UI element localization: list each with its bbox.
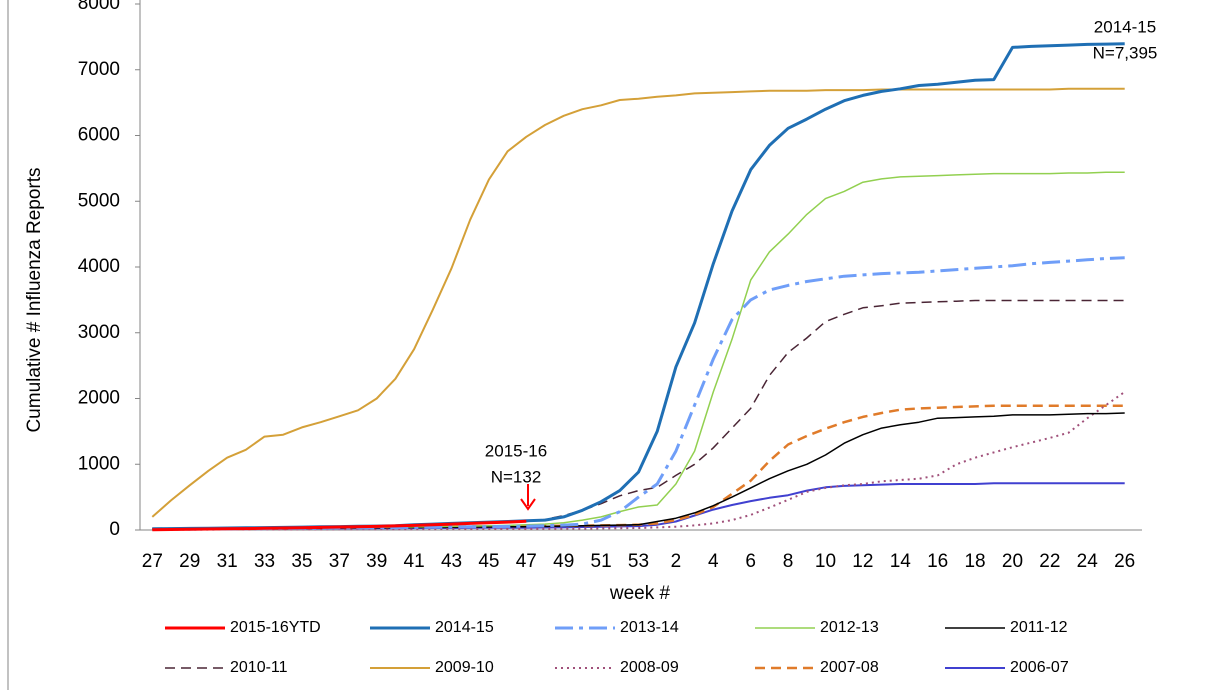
y-tick-label: 5000	[78, 190, 120, 211]
series-line	[152, 482, 1125, 530]
x-tick-label: 53	[628, 551, 649, 572]
x-tick-label: 20	[1002, 551, 1023, 572]
x-tick-label: 8	[783, 551, 794, 572]
x-tick-label: 16	[927, 551, 948, 572]
y-tick-label: 1000	[78, 453, 120, 474]
x-tick-label: 35	[291, 551, 312, 572]
y-tick-label: 4000	[78, 256, 120, 277]
series-line	[151, 87, 1125, 518]
x-tick-label: 31	[217, 551, 238, 572]
x-tick-label: 24	[1077, 551, 1099, 572]
x-tick-label: 51	[591, 551, 612, 572]
series-line	[152, 256, 1125, 531]
legend-label: 2013-14	[620, 619, 679, 636]
x-tick-label: 29	[179, 551, 200, 572]
x-tick-label: 27	[142, 551, 163, 572]
series-line	[152, 42, 1125, 531]
legend-label: 2008-09	[620, 659, 679, 676]
x-tick-label: 33	[254, 551, 275, 572]
series-line	[152, 171, 1125, 530]
x-tick-label: 45	[478, 551, 499, 572]
x-tick-label: 22	[1039, 551, 1060, 572]
x-tick-label: 39	[366, 551, 387, 572]
x-tick-label: 37	[329, 551, 350, 572]
x-tick-label: 6	[745, 551, 756, 572]
x-tick-label: 12	[852, 551, 873, 572]
x-tick-label: 47	[516, 551, 537, 572]
series-line	[152, 391, 1126, 531]
series-line	[152, 404, 1125, 530]
legend-label: 2006-07	[1010, 659, 1069, 676]
x-tick-label: 43	[441, 551, 462, 572]
annotation: 2015-16	[485, 441, 547, 460]
x-tick-label: 4	[708, 551, 719, 572]
x-tick-label: 49	[553, 551, 574, 572]
legend-label: 2011-12	[1010, 619, 1068, 636]
annotation: 2014-15	[1094, 17, 1156, 36]
x-tick-label: 18	[964, 551, 985, 572]
legend-label: 2012-13	[820, 619, 879, 636]
y-tick-label: 0	[109, 519, 120, 540]
annotation: N=132	[491, 467, 542, 486]
y-axis-title: Cumulative # Influenza Reports	[24, 167, 45, 432]
arrow-head	[520, 498, 536, 511]
y-tick-label: 8000	[78, 0, 120, 14]
series-line	[152, 519, 527, 532]
y-tick-label: 7000	[78, 59, 120, 80]
legend-label: 2014-15	[435, 619, 494, 636]
legend-label: 2009-10	[435, 659, 494, 676]
x-tick-label: 14	[890, 551, 912, 572]
x-tick-label: 10	[815, 551, 836, 572]
y-tick-label: 3000	[78, 322, 120, 343]
y-tick-label: 6000	[78, 125, 120, 146]
x-tick-label: 41	[404, 551, 425, 572]
x-tick-label: 2	[671, 551, 682, 572]
legend-label: 2015-16YTD	[230, 619, 321, 636]
x-tick-label: 26	[1114, 551, 1135, 572]
x-axis-title: week #	[609, 583, 671, 604]
y-tick-label: 2000	[78, 388, 120, 409]
legend-label: 2010-11	[230, 659, 288, 676]
annotation: N=7,395	[1093, 43, 1158, 62]
series-line	[152, 299, 1125, 530]
legend-label: 2007-08	[820, 659, 879, 676]
